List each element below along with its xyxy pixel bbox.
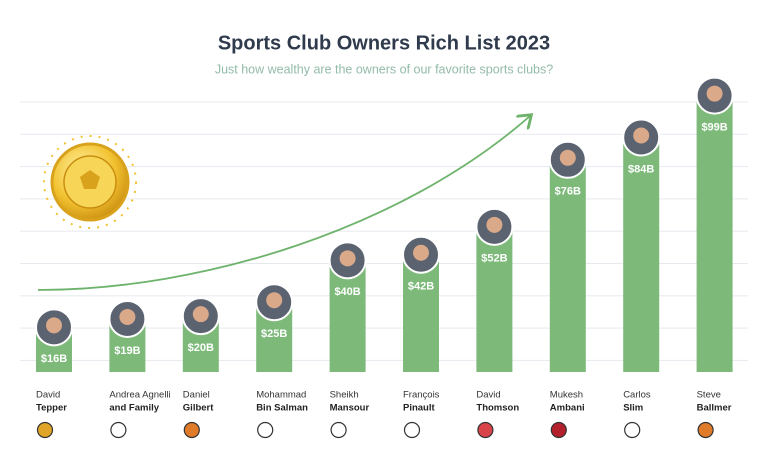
value-label: $84B: [628, 163, 654, 175]
sport-icon: [36, 421, 54, 439]
category-first-line: Steve: [697, 390, 721, 401]
category-second-line: Ambani: [550, 403, 585, 414]
owner-face: [706, 85, 723, 102]
owner-face: [119, 308, 136, 325]
chart-subtitle: Just how wealthy are the owners of our f…: [215, 62, 553, 76]
sport-icon: [183, 421, 200, 439]
bar: [476, 226, 513, 372]
value-label: $25B: [261, 328, 287, 340]
value-label: $99B: [701, 121, 727, 133]
category-second-line: and Family: [109, 403, 159, 414]
sport-icon: [697, 421, 714, 439]
category-second-line: Thomson: [476, 403, 519, 414]
category-first-line: Daniel: [183, 390, 210, 401]
sport-icon: [403, 421, 421, 439]
value-label: $19B: [114, 345, 140, 357]
chart-title: Sports Club Owners Rich List 2023: [218, 32, 550, 54]
coin-illustration: [43, 135, 137, 229]
value-label: $20B: [188, 342, 214, 354]
owner-face: [486, 216, 503, 233]
owner-face: [266, 292, 283, 309]
owner-face: [46, 317, 62, 334]
value-label: $42B: [408, 281, 434, 293]
bar: [696, 95, 733, 372]
category-second-line: Ballmer: [697, 403, 732, 414]
sport-icon: [624, 421, 641, 439]
sport-icon: [550, 421, 567, 439]
category-second-line: Tepper: [36, 403, 67, 414]
sport-icon: [330, 421, 347, 439]
category-second-line: Pinault: [403, 403, 436, 414]
owner-face: [339, 250, 356, 267]
category-first-line: Mukesh: [550, 390, 583, 401]
value-label: $76B: [555, 186, 581, 198]
category-first-line: Andrea Agnelli: [109, 390, 170, 401]
value-label: $52B: [481, 253, 507, 265]
bar: [549, 159, 586, 372]
category-first-line: Sheikh: [330, 390, 359, 401]
category-first-line: Carlos: [623, 390, 651, 401]
sport-icon: [257, 421, 274, 439]
sport-icon: [110, 421, 127, 439]
owner-face: [192, 306, 209, 323]
owner-face: [633, 127, 650, 144]
sport-icon: [477, 421, 494, 439]
category-first-line: François: [403, 390, 440, 401]
bar: [623, 137, 660, 372]
owner-face: [559, 149, 576, 166]
category-first-line: David: [476, 390, 500, 401]
value-label: $40B: [334, 286, 360, 298]
category-first-line: Mohammad: [256, 390, 306, 401]
category-second-line: Bin Salman: [256, 403, 308, 414]
category-second-line: Slim: [623, 403, 643, 414]
category-second-line: Mansour: [330, 403, 370, 414]
category-second-line: Gilbert: [183, 403, 214, 414]
category-first-line: David: [36, 390, 60, 401]
trend-arrow: [37, 116, 530, 291]
value-label: $16B: [41, 353, 67, 365]
bar: [403, 254, 439, 372]
owner-face: [413, 244, 429, 261]
